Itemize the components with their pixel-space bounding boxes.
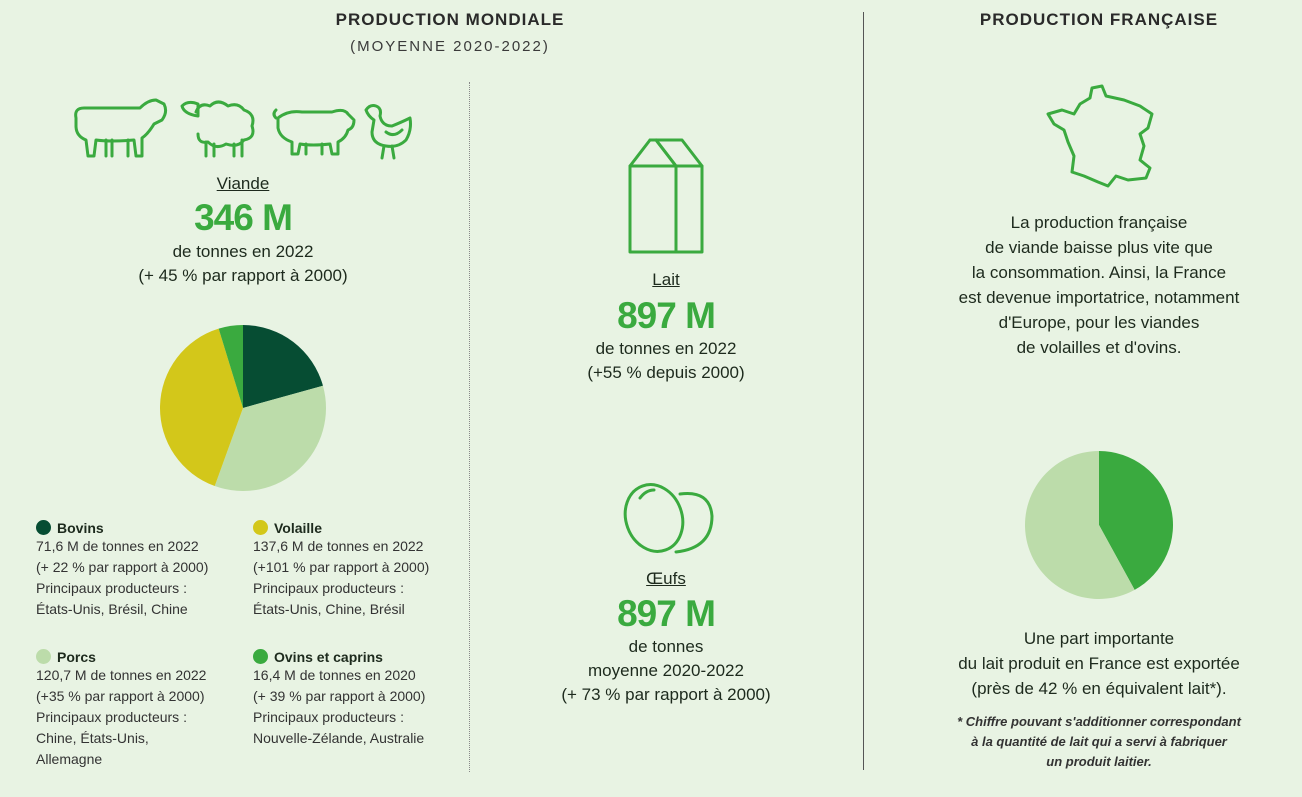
legend-item-line: Chine, États-Unis, — [36, 730, 149, 746]
france-milk-text: Une part importante du lait produit en F… — [900, 626, 1298, 701]
milk-value: 897 M — [617, 295, 716, 336]
legend-item-name: Bovins — [57, 520, 104, 536]
dotted-divider — [469, 82, 470, 772]
legend-item-line: États-Unis, Chine, Brésil — [253, 601, 405, 617]
france-meat-line: la consommation. Ainsi, la France — [971, 263, 1227, 282]
milk-line1: de tonnes en 2022 — [595, 339, 737, 358]
world-subtitle: (MOYENNE 2020-2022) — [350, 38, 550, 55]
meat-pie-chart — [160, 325, 326, 491]
pie-slice-reste — [1025, 451, 1135, 599]
cow-icon — [70, 96, 170, 167]
legend-swatch — [36, 520, 51, 535]
milk-label: Lait — [652, 270, 680, 289]
legend-item-title: Volaille — [253, 520, 468, 536]
france-map-icon — [1044, 84, 1160, 195]
legend-item-name: Volaille — [274, 520, 322, 536]
france-milk-line: (près de 42 % en équivalent lait*). — [971, 679, 1227, 698]
france-meat-line: de viande baisse plus vite que — [985, 238, 1213, 257]
world-title: PRODUCTION MONDIALE — [335, 10, 565, 29]
legend-item-line: 137,6 M de tonnes en 2022 — [253, 538, 424, 554]
legend-item-line: 16,4 M de tonnes en 2020 — [253, 667, 416, 683]
section-divider — [863, 12, 864, 770]
legend-item-name: Ovins et caprins — [274, 649, 383, 665]
legend-item-line: États-Unis, Brésil, Chine — [36, 601, 188, 617]
milk-carton-icon — [626, 138, 706, 261]
legend-item-line: Principaux producteurs : — [36, 709, 187, 725]
legend-item: Porcs 120,7 M de tonnes en 2022 (+35 % par… — [36, 649, 251, 770]
pie-slice-porcs — [214, 385, 326, 491]
legend-swatch — [253, 649, 268, 664]
france-meat-line: La production française — [1010, 213, 1188, 232]
eggs-icon — [620, 476, 716, 561]
legend-item: Bovins 71,6 M de tonnes en 2022 (+ 22 % pa… — [36, 520, 251, 620]
france-title: PRODUCTION FRANÇAISE — [979, 10, 1219, 29]
legend-item-line: (+35 % par rapport à 2000) — [36, 688, 205, 704]
pie-slice-volaille — [160, 328, 243, 487]
legend-item-line: Principaux producteurs : — [253, 580, 404, 596]
france-meat-line: est devenue importatrice, notamment — [958, 288, 1240, 307]
pig-icon — [272, 104, 356, 165]
eggs-line2: moyenne 2020-2022 — [588, 661, 744, 680]
pie-slice-export- — [1099, 451, 1173, 590]
meat-value: 346 M — [194, 197, 293, 238]
eggs-line1: de tonnes — [628, 637, 704, 656]
footnote-line: un produit laitier. — [1046, 754, 1152, 769]
legend-item-line: (+ 39 % par rapport à 2000) — [253, 688, 426, 704]
france-meat-line: d'Europe, pour les viandes — [998, 313, 1200, 332]
legend-item-line: Principaux producteurs : — [253, 709, 404, 725]
meat-label: Viande — [216, 174, 270, 193]
eggs-label: Œufs — [646, 569, 686, 588]
france-milk-line: du lait produit en France est exportée — [958, 654, 1240, 673]
legend-item-line: Principaux producteurs : — [36, 580, 187, 596]
legend-item-line: (+ 22 % par rapport à 2000) — [36, 559, 209, 575]
legend-swatch — [253, 520, 268, 535]
france-milk-line: Une part importante — [1023, 629, 1175, 648]
sheep-icon — [178, 96, 260, 167]
legend-item-line: (+101 % par rapport à 2000) — [253, 559, 430, 575]
pie-slice-ovins-et-caprins — [218, 325, 243, 408]
legend-item: Ovins et caprins 16,4 M de tonnes en 2020… — [253, 649, 468, 749]
footnote-line: * Chiffre pouvant s'additionner correspo… — [957, 714, 1241, 729]
eggs-value: 897 M — [617, 593, 716, 634]
france-meat-text: La production française de viande baisse… — [900, 210, 1298, 360]
france-milk-pie-chart — [1025, 451, 1173, 599]
legend-swatch — [36, 649, 51, 664]
pie-slice-bovins — [243, 325, 323, 408]
footnote-line: à la quantité de lait qui a servi à fabr… — [971, 734, 1227, 749]
legend-item: Volaille 137,6 M de tonnes en 2022 (+101 %… — [253, 520, 468, 620]
legend-item-title: Bovins — [36, 520, 251, 536]
france-footnote: * Chiffre pouvant s'additionner correspo… — [900, 712, 1298, 772]
france-meat-line: de volailles et d'ovins. — [1016, 338, 1182, 357]
legend-item-line: 71,6 M de tonnes en 2022 — [36, 538, 199, 554]
milk-line2: (+55 % depuis 2000) — [587, 363, 745, 382]
legend-item-line: Allemagne — [36, 751, 103, 767]
legend-item-line: 120,7 M de tonnes en 2022 — [36, 667, 207, 683]
meat-line1: de tonnes en 2022 — [172, 242, 314, 261]
chicken-icon — [360, 100, 416, 167]
eggs-line3: (+ 73 % par rapport à 2000) — [561, 685, 771, 704]
legend-item-title: Ovins et caprins — [253, 649, 468, 665]
legend-item-title: Porcs — [36, 649, 251, 665]
meat-line2: (+ 45 % par rapport à 2000) — [138, 266, 348, 285]
legend-item-name: Porcs — [57, 649, 96, 665]
legend-item-line: Nouvelle-Zélande, Australie — [253, 730, 425, 746]
